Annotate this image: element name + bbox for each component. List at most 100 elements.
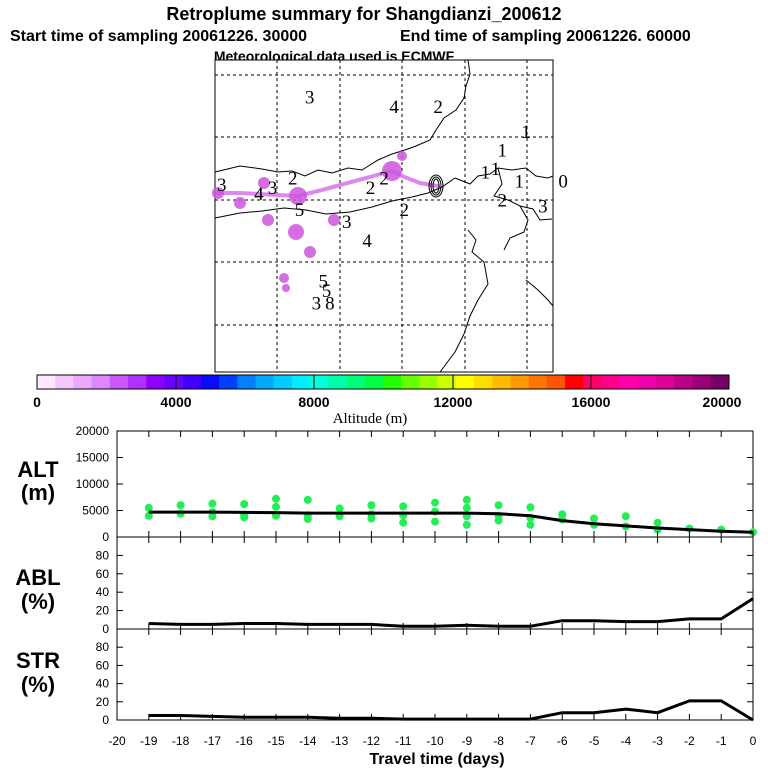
colorbar-swatch (565, 375, 584, 389)
y-tick-label: 40 (96, 677, 110, 691)
colorbar-tick-label: 12000 (434, 394, 473, 410)
abl-line (148, 597, 754, 628)
alt-scatter-point (621, 512, 630, 521)
x-tick-label: -19 (140, 734, 158, 748)
map-coastlines (214, 59, 554, 373)
map-digit-label: 2 (366, 178, 376, 199)
colorbar-tick-label: 0 (33, 394, 41, 410)
plume-marker (304, 246, 316, 258)
alt-scatter-point (399, 502, 408, 511)
plume-marker (234, 197, 246, 209)
start-time-label: Start time of sampling 20061226. 30000 (10, 28, 307, 45)
alt-label-bottom: (m) (21, 480, 55, 505)
y-tick-label: 5000 (82, 504, 109, 518)
end-time-label: End time of sampling 20061226. 60000 (400, 28, 691, 45)
y-tick-label: 10000 (76, 477, 110, 491)
colorbar-swatch (419, 375, 439, 389)
colorbar-swatch (601, 375, 621, 389)
x-tick-label: -9 (461, 734, 472, 748)
map-digit-label: 2 (400, 200, 410, 221)
map-digit-label: 2 (379, 169, 389, 190)
plume-markers (212, 151, 407, 292)
altitude-colorbar: 0 4000 8000 12000 16000 20000 Altitude (… (33, 374, 742, 427)
alt-scatter-point (526, 520, 535, 529)
colorbar-swatch (583, 375, 603, 389)
map-digit-label: 1 (491, 159, 501, 180)
map-digit-label: 1 (481, 162, 491, 183)
plume-marker (212, 187, 224, 199)
str-y-ticks: 0 20 40 60 80 (96, 640, 753, 727)
x-tick-label: -18 (172, 734, 190, 748)
alt-scatter-point (462, 503, 471, 512)
alt-scatter-point (208, 499, 217, 508)
alt-scatter-point (208, 512, 217, 521)
colorbar-swatch (656, 375, 675, 389)
plume-marker (288, 224, 304, 240)
str-label-top: STR (16, 648, 60, 673)
colorbar-tick-label: 16000 (572, 394, 611, 410)
colorbar-swatch (328, 375, 348, 389)
alt-scatter-point (144, 503, 153, 512)
x-tick-label: -8 (493, 734, 504, 748)
map-digit-label: 3 (342, 212, 352, 233)
colorbar-axis-label: Altitude (m) (333, 411, 408, 427)
alt-scatter-point (367, 514, 376, 523)
colorbar-swatch (91, 375, 111, 389)
str-line (148, 699, 754, 722)
colorbar-tick-labels: 0 4000 8000 12000 16000 20000 (33, 394, 742, 410)
map-digit-label: 5 (295, 200, 305, 221)
plume-marker (289, 187, 307, 205)
map-digit-label: 5 (322, 281, 332, 302)
alt-scatter-point (431, 517, 439, 526)
map-digit-label: 3 (217, 175, 227, 196)
map-digit-label: 3 (268, 178, 278, 199)
abl-y-ticks: 0 20 40 60 80 (96, 548, 753, 636)
map-digit-label: 2 (498, 190, 508, 211)
abl-label-top: ABL (15, 565, 60, 590)
y-tick-label: 0 (102, 713, 109, 727)
plume-marker (382, 161, 402, 181)
colorbar-swatch (401, 375, 420, 389)
y-tick-label: 20 (96, 604, 110, 618)
colorbar-swatch (437, 375, 457, 389)
x-tick-label: -20 (108, 734, 126, 748)
colorbar-swatch (546, 375, 566, 389)
x-tick-label: -11 (395, 734, 412, 748)
figure-title: Retroplume summary for Shangdianzi_20061… (166, 4, 561, 24)
colorbar-swatch (383, 375, 402, 389)
colorbar-swatch (164, 375, 184, 389)
alt-scatter (144, 494, 757, 537)
alt-scatter-point (303, 495, 312, 504)
plume-marker (279, 273, 289, 283)
colorbar-tick-label: 4000 (160, 394, 191, 410)
colorbar-swatch (219, 375, 238, 389)
colorbar-swatch (310, 375, 329, 389)
map-digit-label: 4 (389, 97, 399, 118)
colorbar-tick-label: 8000 (298, 394, 329, 410)
x-axis-label: Travel time (days) (369, 751, 504, 768)
alt-label-top: ALT (17, 457, 59, 482)
colorbar-swatch (55, 375, 74, 389)
x-tick-label: -3 (652, 734, 663, 748)
alt-scatter-point (272, 494, 280, 503)
alt-scatter-point (494, 501, 503, 510)
x-tick-label: -14 (299, 734, 317, 748)
alt-scatter-point (653, 518, 662, 527)
colorbar-major-ticks (175, 375, 592, 389)
alt-scatter-point (462, 495, 471, 504)
map-digit-label: 8 (325, 293, 335, 314)
y-tick-label: 0 (102, 622, 109, 636)
colorbar-swatch (182, 375, 202, 389)
x-tick-label: -16 (236, 734, 254, 748)
colorbar-swatch (37, 375, 56, 389)
colorbar-swatch (637, 375, 657, 389)
alt-y-ticks: 0 5000 10000 15000 20000 (76, 424, 753, 544)
colorbar-swatch (291, 375, 311, 389)
y-tick-label: 60 (96, 567, 110, 581)
plume-marker (258, 177, 270, 189)
x-tick-label: -17 (204, 734, 222, 748)
colorbar-swatch (200, 375, 220, 389)
alt-mean-line (148, 510, 754, 534)
